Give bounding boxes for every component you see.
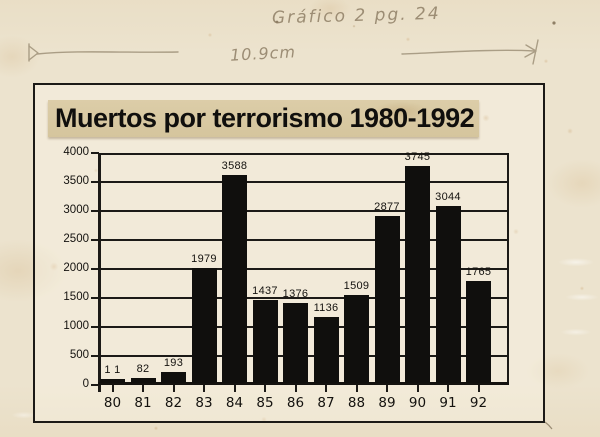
- x-tick-label: 86: [286, 395, 305, 411]
- y-tick-label: 2500: [63, 233, 89, 245]
- plot-top-border: [99, 153, 509, 155]
- y-tick: [91, 210, 99, 212]
- bar-value-label: 1136: [313, 302, 339, 314]
- y-tick-label: 1500: [63, 291, 89, 303]
- gridline: [99, 239, 509, 241]
- bar-82: [161, 372, 186, 383]
- x-tick-label: 91: [439, 395, 457, 411]
- bar-value-label: 82: [136, 363, 150, 375]
- x-tick: [172, 385, 175, 392]
- x-tick-label: 81: [134, 395, 152, 411]
- bar-chart-plot: 0 500 1000 1500 2000 2500 3000 3500 4000 1 1 80 82 8…: [63, 146, 509, 411]
- pencil-dot: [552, 21, 556, 25]
- bar-value-label: 1437: [252, 285, 278, 297]
- bar-91: [435, 206, 461, 383]
- bar-value-label: 3745: [404, 151, 431, 163]
- plot-right-border: [507, 153, 509, 385]
- bar-80: [100, 379, 125, 383]
- y-tick-label: 500: [69, 349, 89, 361]
- bar-84: [222, 175, 247, 383]
- x-tick-label: 83: [195, 395, 213, 411]
- chart-title-strip: Muertos por terrorismo 1980-1992: [48, 100, 479, 137]
- y-tick: [91, 268, 99, 270]
- x-tick-label: 88: [347, 395, 366, 411]
- gridline: [99, 297, 509, 299]
- x-tick: [386, 385, 388, 392]
- arrow-right-head: [524, 44, 537, 58]
- bar-90: [405, 166, 430, 383]
- y-tick: [91, 355, 99, 357]
- bar-value-label: 1509: [343, 280, 370, 292]
- gridline: [99, 181, 509, 183]
- x-tick: [416, 385, 419, 392]
- chart-frame: Muertos por terrorismo 1980-1992 0 500 100…: [33, 83, 545, 423]
- bar-88: [344, 295, 369, 383]
- handwritten-page-note: Gráfico 2 pg. 24: [271, 3, 441, 29]
- bar-85: [252, 300, 278, 383]
- bar-value-label: 1376: [282, 288, 309, 300]
- x-tick: [264, 385, 266, 392]
- x-tick-label: 87: [317, 395, 335, 411]
- y-tick: [91, 239, 99, 241]
- bar-value-label: 1765: [465, 266, 492, 278]
- y-tick: [91, 181, 99, 183]
- y-tick-label: 1000: [63, 320, 89, 332]
- y-axis-line: [98, 153, 101, 392]
- bar-value-label: 3588: [221, 160, 248, 172]
- y-tick: [91, 384, 99, 386]
- x-tick-label: 84: [225, 395, 244, 411]
- y-tick-label: 3500: [63, 175, 89, 187]
- x-tick-label: 82: [164, 395, 183, 411]
- bar-87: [313, 317, 339, 383]
- x-axis-line: [98, 382, 509, 385]
- chart-title: Muertos por terrorismo 1980-1992: [55, 103, 475, 133]
- y-tick: [91, 326, 99, 328]
- bar-value-label: 2877: [374, 201, 400, 213]
- bar-86: [283, 303, 308, 383]
- x-tick: [111, 385, 114, 392]
- bar-92: [466, 281, 491, 383]
- bar-value-label: 3044: [435, 191, 461, 203]
- measurement-label: 10.9cm: [229, 42, 297, 65]
- x-tick-label: 92: [469, 395, 488, 411]
- y-tick: [91, 152, 99, 154]
- bar-value-label: 1 1: [104, 364, 121, 376]
- bar-81: [130, 378, 156, 383]
- gridline: [99, 210, 509, 212]
- y-tick-label: 2000: [63, 262, 89, 274]
- y-tick-label: 4000: [63, 146, 89, 158]
- x-tick-label: 85: [256, 395, 274, 411]
- y-tick: [91, 297, 99, 299]
- x-tick: [355, 385, 358, 392]
- y-tick-label: 0: [82, 378, 89, 390]
- x-tick-label: 90: [408, 395, 427, 411]
- x-tick-label: 89: [378, 395, 396, 411]
- bar-89: [374, 216, 400, 383]
- x-tick: [142, 385, 144, 392]
- x-tick: [477, 385, 480, 392]
- x-tick: [325, 385, 327, 392]
- x-tick: [294, 385, 297, 392]
- bar-value-label: 193: [163, 357, 184, 369]
- pencil-mark-corner: [544, 421, 553, 430]
- x-tick: [233, 385, 236, 392]
- gridline: [99, 268, 509, 270]
- x-tick: [203, 385, 205, 392]
- bar-value-label: 1979: [191, 253, 217, 265]
- bar-83: [191, 268, 217, 383]
- x-tick: [447, 385, 449, 392]
- x-tick-label: 80: [103, 395, 122, 411]
- y-tick-label: 3000: [63, 204, 89, 216]
